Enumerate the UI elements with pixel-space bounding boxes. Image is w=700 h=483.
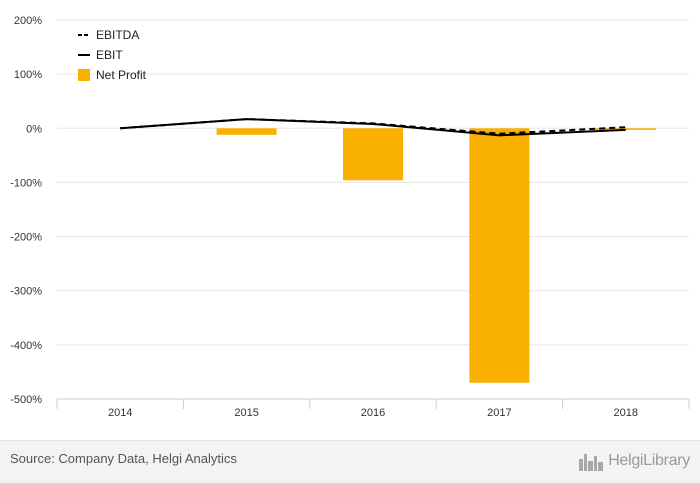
y-tick-label: -200% <box>10 232 42 244</box>
legend-symbol <box>78 69 90 81</box>
brand-logo: HelgiLibrary <box>578 449 690 473</box>
net-profit-bars <box>216 128 656 383</box>
y-tick-label: 200% <box>14 15 42 27</box>
y-tick-label: 0% <box>26 123 42 135</box>
x-tick-label: 2017 <box>487 407 511 419</box>
legend-item-net-profit: Net Profit <box>78 68 147 82</box>
x-tick-label: 2014 <box>108 407 132 419</box>
brand-name: HelgiLibrary <box>608 452 690 469</box>
x-axis: 2014 2015 2016 2017 2018 <box>56 398 690 419</box>
city-skyline-icon <box>579 454 604 471</box>
legend-label: EBIT <box>96 48 123 62</box>
bar-net-profit-2018 <box>595 128 656 130</box>
line-series <box>120 118 626 137</box>
footer: Source: Company Data, Helgi Analytics He… <box>0 440 700 483</box>
y-axis-tick-labels: 200% 100% 0% -100% -200% -300% -400% -500% <box>10 15 42 406</box>
legend-label: EBITDA <box>96 28 139 42</box>
x-tick-label: 2015 <box>234 407 258 419</box>
legend-label: Net Profit <box>96 68 147 82</box>
y-tick-label: -500% <box>10 394 42 406</box>
x-tick-label: 2016 <box>361 407 385 419</box>
x-tick-label: 2018 <box>614 407 638 419</box>
bar-net-profit-2016 <box>343 128 403 181</box>
y-tick-label: -300% <box>10 286 42 298</box>
line-ebitda <box>120 118 626 135</box>
grid-lines <box>57 19 689 346</box>
source-note: Source: Company Data, Helgi Analytics <box>10 451 237 466</box>
y-tick-label: -100% <box>10 177 42 189</box>
legend: EBITDA EBIT Net Profit <box>78 28 147 82</box>
y-tick-label: -400% <box>10 340 42 352</box>
bar-net-profit-2015 <box>216 128 277 135</box>
chart: 200% 100% 0% -100% -200% -300% -400% -500% 2014… <box>10 15 690 419</box>
bar-net-profit-2017 <box>469 128 530 383</box>
legend-item-ebitda: EBITDA <box>78 28 139 42</box>
legend-item-ebit: EBIT <box>78 48 123 62</box>
y-tick-label: 100% <box>14 69 42 81</box>
